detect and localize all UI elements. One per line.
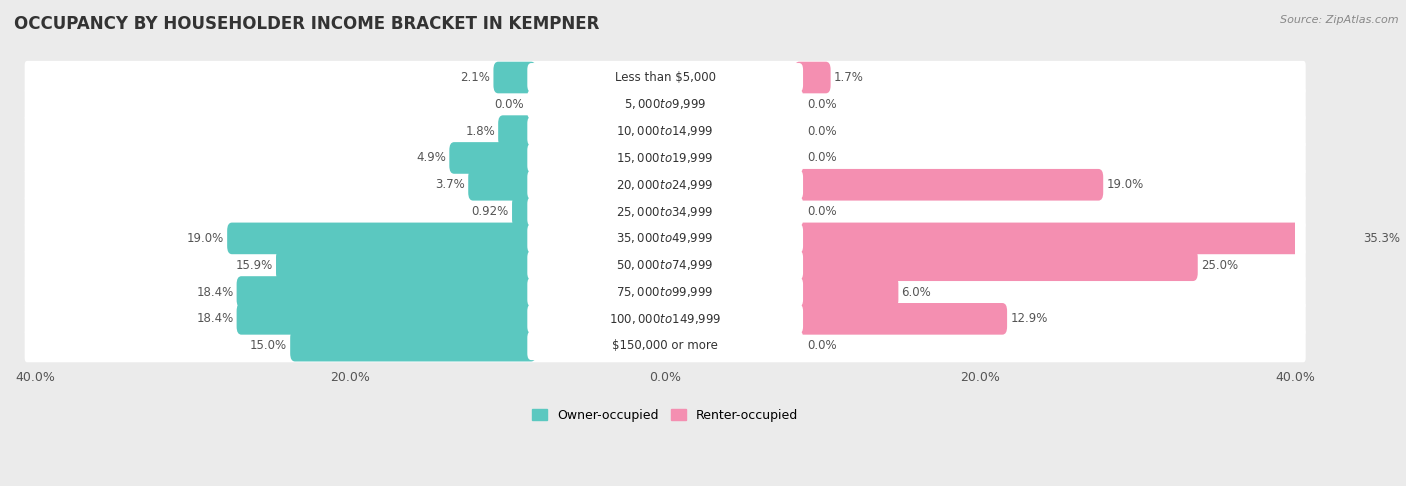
- Text: $15,000 to $19,999: $15,000 to $19,999: [616, 151, 714, 165]
- Text: 0.0%: 0.0%: [494, 98, 523, 111]
- Text: $5,000 to $9,999: $5,000 to $9,999: [624, 97, 706, 111]
- FancyBboxPatch shape: [25, 222, 1306, 255]
- FancyBboxPatch shape: [527, 197, 803, 226]
- FancyBboxPatch shape: [25, 302, 1306, 335]
- Text: $50,000 to $74,999: $50,000 to $74,999: [616, 258, 714, 272]
- Text: 3.7%: 3.7%: [436, 178, 465, 191]
- Text: $35,000 to $49,999: $35,000 to $49,999: [616, 231, 714, 245]
- FancyBboxPatch shape: [450, 142, 536, 174]
- FancyBboxPatch shape: [527, 278, 803, 307]
- Text: $20,000 to $24,999: $20,000 to $24,999: [616, 178, 714, 192]
- FancyBboxPatch shape: [25, 87, 1306, 121]
- FancyBboxPatch shape: [794, 276, 898, 308]
- Text: $100,000 to $149,999: $100,000 to $149,999: [609, 312, 721, 326]
- FancyBboxPatch shape: [794, 169, 1104, 201]
- FancyBboxPatch shape: [527, 304, 803, 333]
- Text: 0.0%: 0.0%: [807, 152, 837, 164]
- FancyBboxPatch shape: [25, 115, 1306, 148]
- Text: 0.0%: 0.0%: [807, 98, 837, 111]
- FancyBboxPatch shape: [498, 115, 536, 147]
- Text: $75,000 to $99,999: $75,000 to $99,999: [616, 285, 714, 299]
- FancyBboxPatch shape: [527, 117, 803, 146]
- FancyBboxPatch shape: [794, 223, 1360, 254]
- FancyBboxPatch shape: [228, 223, 536, 254]
- FancyBboxPatch shape: [494, 62, 536, 93]
- Text: 1.8%: 1.8%: [465, 124, 495, 138]
- FancyBboxPatch shape: [25, 248, 1306, 282]
- Text: $25,000 to $34,999: $25,000 to $34,999: [616, 205, 714, 219]
- FancyBboxPatch shape: [290, 330, 536, 362]
- FancyBboxPatch shape: [794, 62, 831, 93]
- FancyBboxPatch shape: [527, 63, 803, 92]
- Text: 2.1%: 2.1%: [460, 71, 491, 84]
- Text: 0.0%: 0.0%: [807, 205, 837, 218]
- Text: 0.0%: 0.0%: [807, 339, 837, 352]
- FancyBboxPatch shape: [794, 303, 1007, 335]
- Text: 18.4%: 18.4%: [197, 285, 233, 298]
- Text: $150,000 or more: $150,000 or more: [612, 339, 718, 352]
- FancyBboxPatch shape: [25, 141, 1306, 174]
- Text: 15.0%: 15.0%: [250, 339, 287, 352]
- Text: OCCUPANCY BY HOUSEHOLDER INCOME BRACKET IN KEMPNER: OCCUPANCY BY HOUSEHOLDER INCOME BRACKET …: [14, 15, 599, 33]
- FancyBboxPatch shape: [236, 303, 536, 335]
- FancyBboxPatch shape: [794, 249, 1198, 281]
- FancyBboxPatch shape: [25, 168, 1306, 201]
- Text: 19.0%: 19.0%: [187, 232, 224, 245]
- Text: Source: ZipAtlas.com: Source: ZipAtlas.com: [1281, 15, 1399, 25]
- Text: 4.9%: 4.9%: [416, 152, 446, 164]
- Legend: Owner-occupied, Renter-occupied: Owner-occupied, Renter-occupied: [527, 404, 803, 427]
- FancyBboxPatch shape: [527, 331, 803, 360]
- Text: 15.9%: 15.9%: [236, 259, 273, 272]
- FancyBboxPatch shape: [276, 249, 536, 281]
- Text: $10,000 to $14,999: $10,000 to $14,999: [616, 124, 714, 138]
- FancyBboxPatch shape: [236, 276, 536, 308]
- Text: 0.92%: 0.92%: [471, 205, 509, 218]
- FancyBboxPatch shape: [25, 195, 1306, 228]
- FancyBboxPatch shape: [527, 143, 803, 173]
- Text: 35.3%: 35.3%: [1364, 232, 1400, 245]
- FancyBboxPatch shape: [527, 224, 803, 253]
- Text: 25.0%: 25.0%: [1201, 259, 1239, 272]
- FancyBboxPatch shape: [527, 170, 803, 199]
- Text: 12.9%: 12.9%: [1011, 312, 1047, 325]
- FancyBboxPatch shape: [527, 90, 803, 119]
- FancyBboxPatch shape: [512, 196, 536, 227]
- Text: Less than $5,000: Less than $5,000: [614, 71, 716, 84]
- FancyBboxPatch shape: [25, 329, 1306, 362]
- Text: 1.7%: 1.7%: [834, 71, 863, 84]
- FancyBboxPatch shape: [527, 251, 803, 279]
- FancyBboxPatch shape: [25, 61, 1306, 94]
- Text: 19.0%: 19.0%: [1107, 178, 1143, 191]
- FancyBboxPatch shape: [468, 169, 536, 201]
- Text: 0.0%: 0.0%: [807, 124, 837, 138]
- FancyBboxPatch shape: [25, 276, 1306, 309]
- Text: 18.4%: 18.4%: [197, 312, 233, 325]
- Text: 6.0%: 6.0%: [901, 285, 931, 298]
